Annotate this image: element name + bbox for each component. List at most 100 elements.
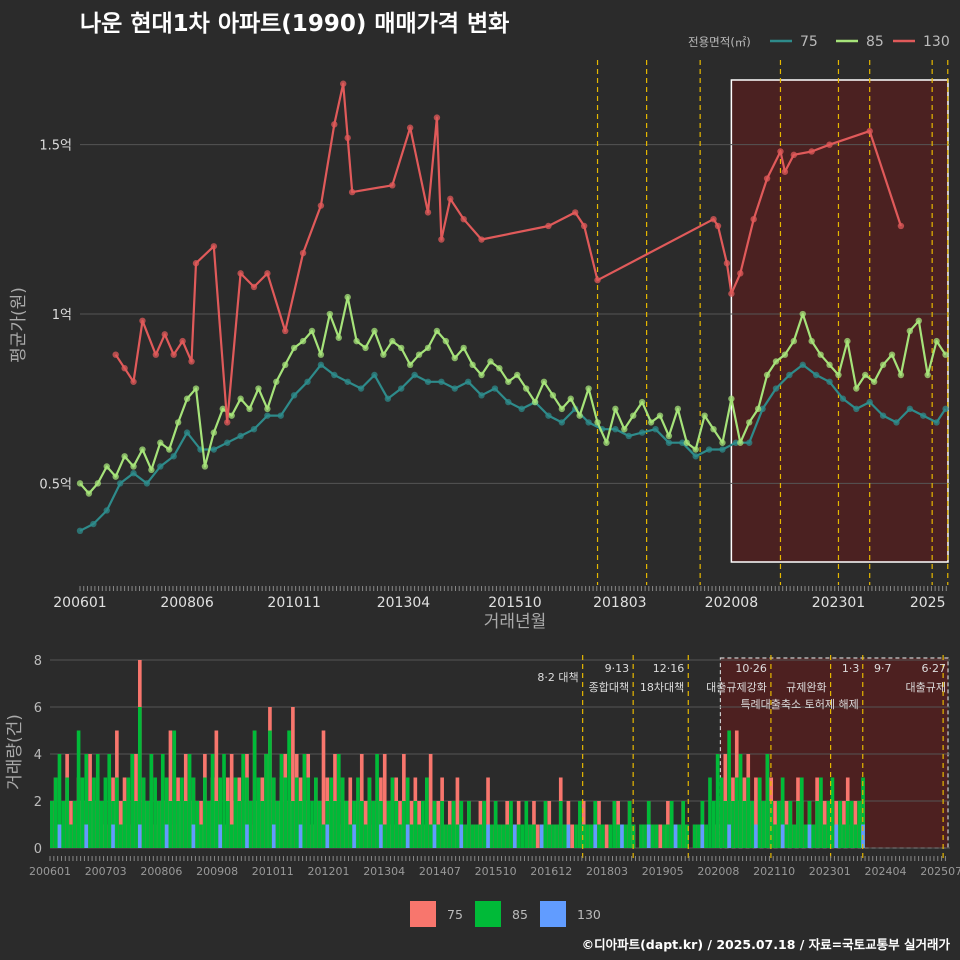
bar-75 [604, 824, 609, 848]
data-point-130 [161, 331, 168, 338]
data-point-130 [139, 317, 146, 325]
bar-75 [348, 777, 353, 848]
volume-y-tick-label: 0 [34, 842, 42, 857]
data-point-85 [148, 466, 155, 474]
x-tick-label: 201011 [267, 595, 320, 611]
data-point-75 [933, 419, 940, 426]
bar-130 [405, 824, 410, 848]
bar-85 [711, 801, 716, 848]
bar-85 [356, 777, 360, 848]
data-point-85 [531, 398, 539, 406]
data-point-85 [112, 473, 119, 480]
bar-130 [432, 824, 437, 848]
bar-75 [291, 707, 295, 848]
bar-75 [455, 777, 460, 848]
data-point-75 [76, 527, 84, 535]
bar-85 [623, 824, 628, 848]
data-point-85 [237, 395, 244, 402]
policy-label: 규제완화 [786, 681, 826, 694]
bar-85 [65, 777, 69, 848]
volume-y-tick-label: 6 [34, 701, 42, 716]
volume-chart-panel: 0 2 4 6 8 8·2 대책 9·13 종합대책 12·16 18차대책 10·26 대출규제강화… [5, 654, 960, 927]
data-point-75 [812, 371, 820, 379]
bar-85 [279, 754, 284, 848]
data-point-75 [719, 446, 726, 453]
volume-y-axis-title: 거래량(건) [5, 714, 25, 790]
footer-credit: ©디아파트(dapt.kr) / 2025.07.18 / 자료=국토교통부 실… [581, 937, 950, 952]
y-axis-title: 평균가(원) [9, 287, 29, 363]
data-point-85 [826, 361, 833, 369]
data-point-85 [415, 351, 423, 358]
data-point-85 [906, 327, 914, 335]
data-point-75 [264, 412, 271, 419]
data-point-85 [942, 351, 949, 358]
volume-y-tick-label: 4 [34, 748, 42, 763]
bar-85 [547, 824, 552, 848]
data-point-130 [447, 195, 454, 203]
data-point-130 [580, 222, 588, 230]
data-point-75 [746, 439, 753, 446]
data-point-85 [228, 412, 235, 419]
bar-85 [233, 777, 238, 848]
bar-85 [497, 824, 502, 848]
bar-85 [482, 801, 487, 848]
bar-85 [138, 707, 142, 848]
bar-85 [103, 777, 108, 848]
bar-75 [535, 824, 540, 848]
data-point-130 [192, 260, 200, 267]
bar-85 [447, 824, 452, 848]
data-point-75 [786, 371, 793, 379]
bar-130 [138, 824, 142, 848]
data-point-85 [76, 480, 84, 487]
series-75 [76, 361, 949, 535]
x-tick-label: 201803 [593, 595, 646, 611]
data-point-130 [438, 236, 445, 243]
volume-x-tick-label: 201011 [252, 865, 294, 878]
bar-85 [853, 824, 858, 848]
data-point-75 [839, 395, 847, 402]
data-point-130 [545, 222, 552, 230]
series-85 [76, 293, 949, 497]
bar-85 [474, 824, 479, 848]
bar-85 [153, 777, 157, 848]
bar-85 [291, 801, 295, 848]
data-point-85 [594, 419, 601, 426]
bar-85 [329, 777, 333, 848]
bar-85 [210, 754, 215, 848]
volume-x-tick-label: 202008 [697, 865, 739, 878]
policy-label: 대출규제 [906, 681, 946, 694]
bar-85 [107, 754, 112, 848]
data-point-85 [558, 405, 566, 413]
bar-85 [524, 801, 529, 848]
data-point-85 [246, 405, 253, 413]
data-point-85 [728, 395, 735, 402]
bar-130 [513, 824, 517, 848]
bar-85 [126, 777, 131, 848]
data-point-85 [746, 419, 753, 426]
data-point-75 [826, 378, 833, 385]
bar-85 [769, 801, 774, 848]
legend-title: 전용면적(㎡) [688, 35, 751, 49]
bar-130 [164, 824, 169, 848]
volume-x-tick-label: 200908 [196, 865, 238, 878]
bar-85 [493, 801, 498, 848]
x-tick-label: 200601 [53, 595, 106, 611]
bar-85 [627, 801, 632, 848]
bar-130 [298, 824, 303, 848]
bar-85 [581, 824, 586, 848]
bar-85 [727, 730, 731, 848]
volume-legend-swatch-85 [475, 901, 501, 927]
data-point-85 [870, 378, 878, 385]
data-point-75 [705, 446, 713, 453]
bar-85 [731, 801, 735, 848]
bar-85 [685, 824, 689, 848]
bar-85 [88, 801, 92, 848]
bar-85 [218, 777, 223, 848]
data-point-85 [674, 405, 682, 413]
bar-85 [830, 777, 835, 848]
volume-legend-label-85: 85 [512, 907, 528, 922]
data-point-85 [496, 365, 503, 372]
data-point-85 [576, 412, 583, 419]
policy-label: 대출규제강화 [706, 681, 767, 694]
data-point-85 [754, 405, 762, 413]
